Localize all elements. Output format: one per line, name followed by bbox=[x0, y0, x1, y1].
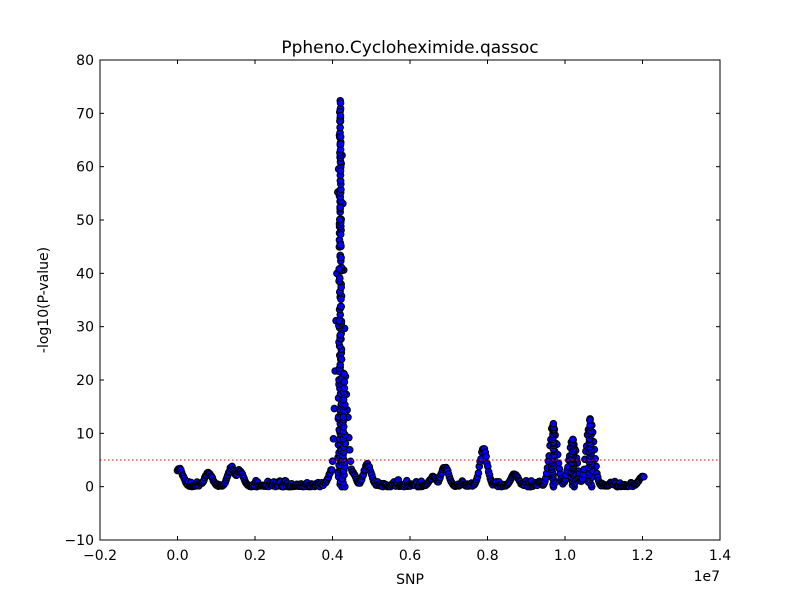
y-tick-label: 10 bbox=[76, 426, 94, 442]
data-point bbox=[336, 133, 345, 141]
data-point bbox=[336, 241, 345, 249]
x-tick-label: −0.2 bbox=[83, 548, 117, 564]
y-tick-label: 40 bbox=[76, 266, 94, 282]
x-tick-label: 0.6 bbox=[399, 548, 421, 564]
data-point bbox=[336, 331, 345, 339]
x-tick-label: 0.2 bbox=[244, 548, 266, 564]
data-point bbox=[336, 274, 344, 283]
data-point bbox=[474, 469, 483, 477]
y-tick-label: 60 bbox=[76, 160, 94, 176]
x-axis: −0.2 0.0 0.2 0.4 0.6 0.8 1.0 1.2 1.4 bbox=[83, 60, 731, 564]
data-point bbox=[336, 302, 345, 311]
data-point bbox=[337, 295, 345, 303]
data-point bbox=[549, 419, 558, 428]
y-tick-label: 0 bbox=[85, 480, 94, 496]
x-tick-label: 0.0 bbox=[166, 548, 188, 564]
plot-area: −0.2 0.0 0.2 0.4 0.6 0.8 1.0 1.2 1.4 −10 0 10 20 30 4… bbox=[64, 53, 731, 564]
data-point bbox=[336, 167, 345, 175]
x-axis-offset-label: 1e7 bbox=[694, 569, 720, 585]
y-tick-label: 70 bbox=[76, 106, 94, 122]
data-points bbox=[173, 96, 648, 491]
data-point bbox=[335, 215, 344, 224]
data-point bbox=[640, 472, 648, 481]
data-point bbox=[336, 111, 345, 120]
data-point bbox=[336, 123, 344, 132]
data-point bbox=[337, 355, 346, 363]
y-tick-label: 30 bbox=[76, 320, 94, 336]
y-tick-label: 20 bbox=[76, 373, 94, 389]
data-point bbox=[339, 413, 348, 421]
y-axis: −10 0 10 20 30 40 50 60 70 80 bbox=[64, 53, 720, 549]
x-tick-label: 1.2 bbox=[631, 548, 653, 564]
data-point bbox=[336, 99, 345, 107]
data-point bbox=[335, 317, 344, 325]
data-point bbox=[336, 230, 345, 239]
x-tick-label: 1.0 bbox=[554, 548, 576, 564]
data-point bbox=[337, 253, 345, 262]
y-axis-label: -log10(P-value) bbox=[36, 247, 52, 353]
y-tick-label: 50 bbox=[76, 213, 94, 229]
data-point bbox=[340, 378, 349, 386]
x-tick-label: 1.4 bbox=[709, 548, 731, 564]
y-tick-label: 80 bbox=[76, 53, 94, 69]
data-point bbox=[335, 265, 343, 273]
x-axis-label: SNP bbox=[396, 572, 424, 588]
data-point bbox=[586, 416, 594, 424]
data-point bbox=[482, 452, 490, 461]
x-tick-label: 0.8 bbox=[476, 548, 498, 564]
data-point bbox=[328, 466, 336, 474]
x-tick-label: 0.4 bbox=[321, 548, 343, 564]
y-tick-label: −10 bbox=[64, 533, 94, 549]
data-point bbox=[336, 140, 345, 149]
chart-title: Ppheno.Cycloheximide.qassoc bbox=[281, 38, 538, 58]
data-point bbox=[328, 457, 337, 465]
data-point bbox=[340, 370, 348, 378]
data-point bbox=[569, 435, 577, 444]
